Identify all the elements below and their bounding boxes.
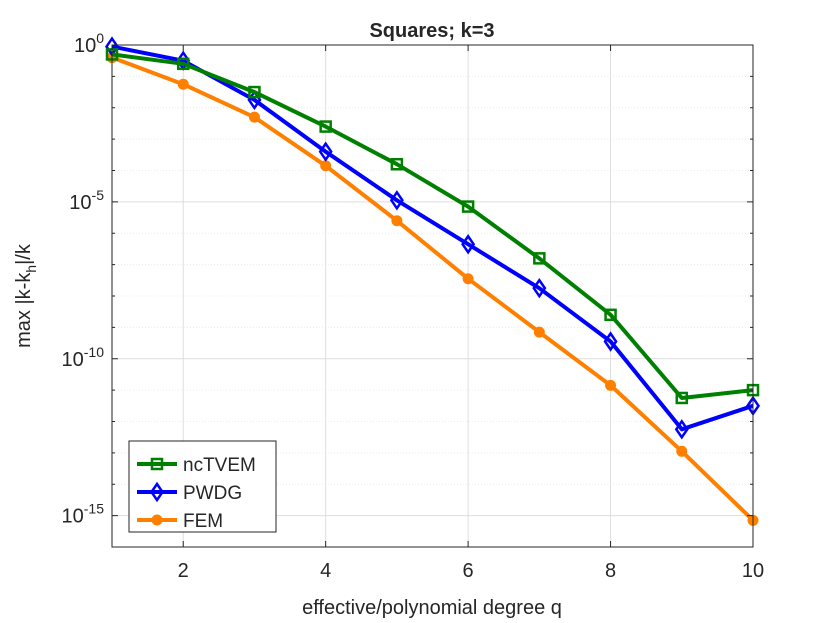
data-point-fem xyxy=(462,273,474,285)
x-tick-label: 4 xyxy=(320,560,331,582)
data-point-pwdg xyxy=(603,331,618,352)
series-line-nctvem xyxy=(111,52,754,400)
data-point-nctvem xyxy=(390,157,404,171)
y-axis-label-subscript: h xyxy=(23,265,39,273)
legend-label-nctvem: ncTVEM xyxy=(183,455,256,476)
x-tick-label: 6 xyxy=(463,560,474,582)
data-point-fem xyxy=(391,215,403,227)
data-point-nctvem xyxy=(533,252,546,265)
data-point-pwdg xyxy=(532,277,547,299)
data-point-pwdg xyxy=(674,419,689,440)
data-point-nctvem xyxy=(248,85,261,99)
legend-marker-pwdg xyxy=(149,481,165,503)
y-tick-label: 10-5 xyxy=(69,187,104,214)
data-point-fem xyxy=(248,111,260,123)
chart-title: Squares; k=3 xyxy=(369,20,494,42)
data-point-fem xyxy=(605,379,617,391)
data-point-fem xyxy=(320,160,332,172)
series-nctvem xyxy=(105,48,760,405)
legend-marker-nctvem xyxy=(150,457,164,471)
legend-label-pwdg: PWDG xyxy=(183,483,242,504)
y-axis-label-tail: |/k xyxy=(13,243,35,265)
series-line-pwdg xyxy=(111,44,754,432)
legend-marker-fem xyxy=(151,514,163,526)
x-tick-label: 10 xyxy=(742,560,764,582)
y-axis-label: max |k-kh|/k xyxy=(13,243,39,348)
data-point-nctvem xyxy=(675,391,689,405)
legend-label-fem: FEM xyxy=(183,511,223,532)
x-tick-label: 2 xyxy=(178,560,189,582)
data-point-fem xyxy=(676,445,688,457)
data-point-nctvem xyxy=(604,308,617,322)
x-tick-labels: 2 4 6 8 10 xyxy=(178,560,764,582)
series-pwdg xyxy=(104,36,761,440)
tick-marks xyxy=(112,44,754,548)
data-point-nctvem xyxy=(176,57,190,71)
data-point-nctvem xyxy=(461,200,475,213)
y-tick-label: 10-15 xyxy=(62,501,105,528)
y-tick-labels: 100 10-5 10-10 10-15 xyxy=(62,30,105,528)
legend: ncTVEM PWDG FEM xyxy=(128,440,277,533)
data-point-fem xyxy=(533,326,545,338)
data-point-pwdg xyxy=(318,141,333,162)
y-tick-label: 10-10 xyxy=(62,344,105,371)
x-axis-label: effective/polynomial degree q xyxy=(302,597,562,619)
data-point-pwdg xyxy=(389,190,404,211)
data-point-fem xyxy=(177,78,189,90)
y-axis-label-main: max |k-k xyxy=(13,272,35,348)
x-tick-label: 8 xyxy=(605,560,616,582)
data-point-pwdg xyxy=(461,234,476,255)
data-point-nctvem xyxy=(319,120,332,133)
series-line-fem xyxy=(111,55,755,522)
y-tick-label: 100 xyxy=(74,30,104,57)
